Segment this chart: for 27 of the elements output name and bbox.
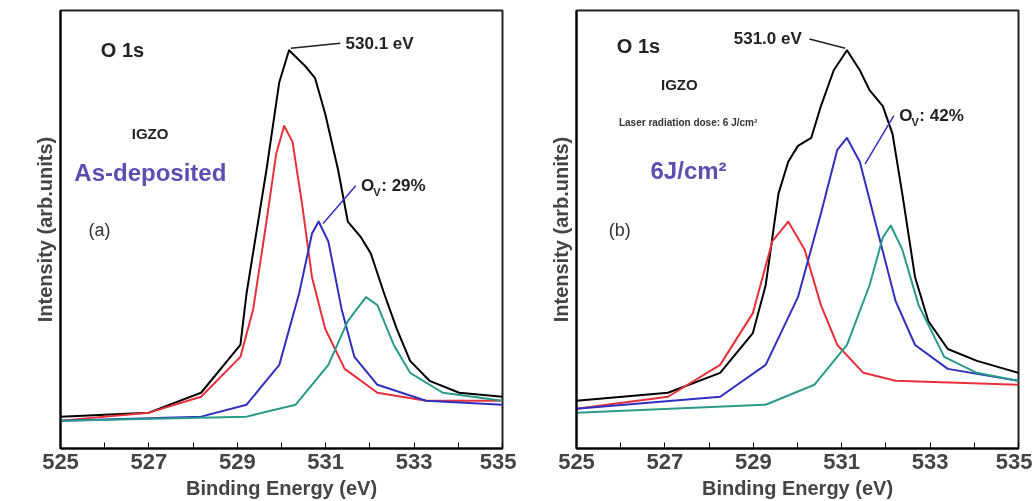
x-tick-label: 531 [823, 448, 861, 474]
annotation: (a) [88, 219, 111, 240]
annotation: Laser radiation dose: 6 J/cm² [618, 116, 758, 128]
annotation: IGZO [660, 76, 698, 94]
x-tick-label: 529 [734, 448, 772, 474]
x-tick-label: 527 [646, 448, 684, 474]
annotation: 531.0 eV [733, 29, 803, 49]
annotation: 530.1 eV [345, 33, 415, 53]
x-tick-label: 527 [130, 448, 168, 474]
y-axis-title: Intensity (arb.units) [33, 136, 56, 323]
x-tick-label: 533 [911, 448, 949, 474]
x-tick-label: 529 [218, 448, 256, 474]
x-tick-label: 525 [42, 448, 79, 474]
x-tick-label: 533 [395, 448, 433, 474]
annotation: O 1s [100, 38, 145, 61]
x-tick-label: 525 [558, 448, 595, 474]
x-tick-label: 531 [307, 448, 345, 474]
annotation: As-deposited [74, 159, 227, 187]
x-axis-title: Binding Energy (eV) [185, 476, 378, 499]
x-tick-label: 535 [479, 448, 517, 474]
y-axis-title: Intensity (arb.units) [549, 136, 572, 323]
annotation: O 1s [616, 34, 661, 57]
annotation: 6J/cm² [650, 156, 727, 184]
x-tick-label: 535 [995, 448, 1032, 474]
annotation: IGZO [131, 124, 169, 142]
annotation: (b) [608, 219, 631, 240]
x-axis-title: Binding Energy (eV) [701, 476, 894, 499]
